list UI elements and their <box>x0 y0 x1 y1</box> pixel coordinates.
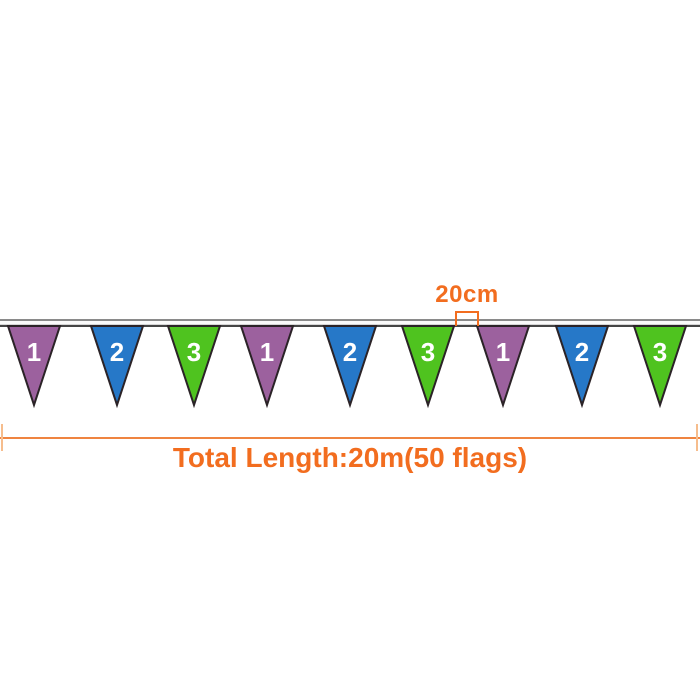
flag-number: 2 <box>343 337 357 367</box>
flag-spacing-label: 20cm <box>435 281 499 308</box>
flag-number: 3 <box>421 337 435 367</box>
pennant-flag-2: 2 <box>89 325 145 409</box>
flag-number: 1 <box>260 337 274 367</box>
flag-triangle <box>632 325 688 409</box>
pennant-flag-5: 2 <box>322 325 378 409</box>
pennant-flag-6: 3 <box>400 325 456 409</box>
flag-spacing-bracket <box>455 311 479 326</box>
flag-number: 2 <box>110 337 124 367</box>
pennant-flag-9: 3 <box>632 325 688 409</box>
dimension-end-tick-right <box>696 424 698 451</box>
pennant-flag-3: 3 <box>166 325 222 409</box>
flag-number: 1 <box>496 337 510 367</box>
flag-triangle <box>239 325 295 409</box>
flag-number: 2 <box>575 337 589 367</box>
flag-triangle <box>554 325 610 409</box>
pennant-flag-4: 1 <box>239 325 295 409</box>
total-length-dimension-line <box>0 437 700 439</box>
total-length-label: Total Length:20m(50 flags) <box>172 442 528 473</box>
pennant-flag-8: 2 <box>554 325 610 409</box>
pennant-flag-7: 1 <box>475 325 531 409</box>
flag-number: 3 <box>187 337 201 367</box>
flag-number: 1 <box>27 337 41 367</box>
flag-triangle <box>6 325 62 409</box>
flag-triangle <box>475 325 531 409</box>
dimension-end-tick-left <box>1 424 3 451</box>
flag-triangle <box>89 325 145 409</box>
flag-triangle <box>166 325 222 409</box>
flag-triangle <box>400 325 456 409</box>
flag-number: 3 <box>653 337 667 367</box>
flag-triangle <box>322 325 378 409</box>
pennant-flag-1: 1 <box>6 325 62 409</box>
